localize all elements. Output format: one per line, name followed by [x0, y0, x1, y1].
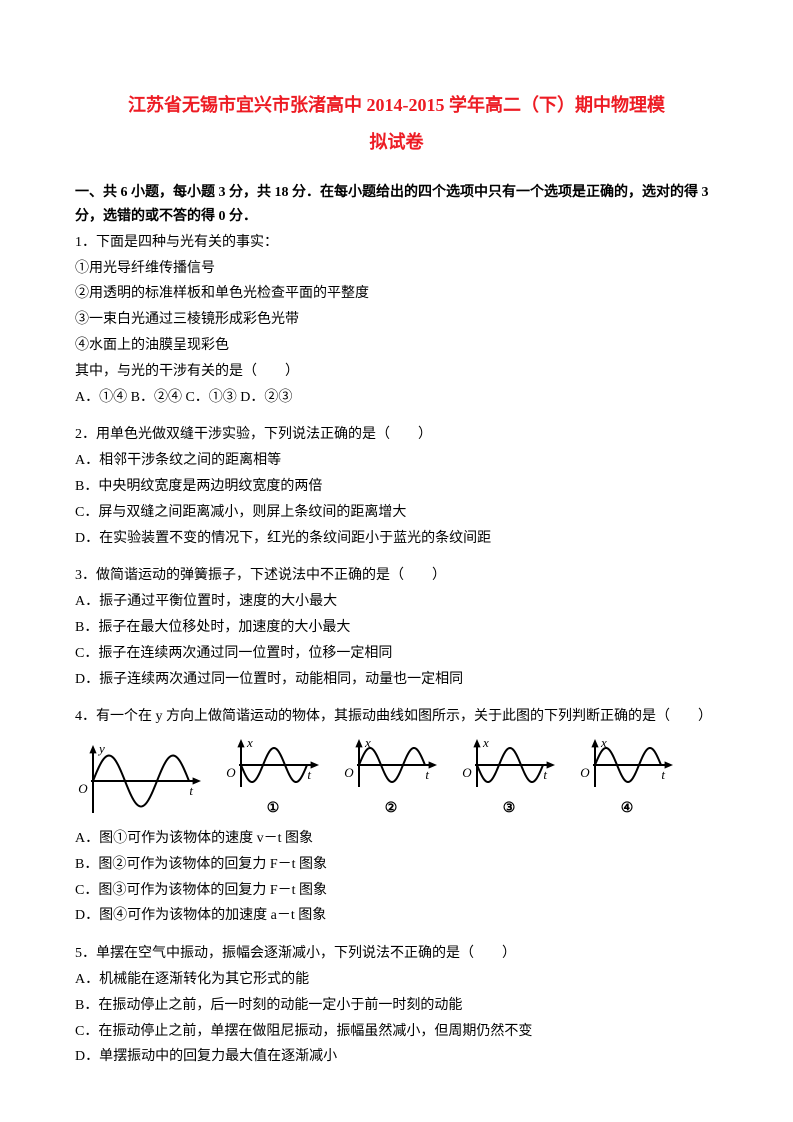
- q5-opt-d: D．单摆振动中的回复力最大值在逐渐减小: [75, 1045, 718, 1069]
- svg-text:t: t: [425, 767, 429, 782]
- svg-text:t: t: [661, 767, 665, 782]
- q4-label-2: ②: [385, 797, 398, 821]
- wave-chart-2: xtO: [341, 735, 441, 795]
- svg-text:y: y: [97, 741, 105, 756]
- q4-diagram-4: xtO ④: [577, 735, 677, 821]
- q1-ask: 其中，与光的干涉有关的是（ ）: [75, 360, 718, 384]
- wave-chart-4: xtO: [577, 735, 677, 795]
- title-line2: 拟试卷: [75, 127, 718, 158]
- svg-text:O: O: [78, 781, 88, 796]
- svg-text:x: x: [482, 735, 489, 750]
- q4-diagram-main: y t O: [75, 741, 205, 821]
- wave-chart-main: y t O: [75, 741, 205, 821]
- svg-text:t: t: [543, 767, 547, 782]
- q1-line3: ③一束白光通过三棱镜形成彩色光带: [75, 308, 718, 332]
- q3-opt-b: B．振子在最大位移处时，加速度的大小最大: [75, 616, 718, 640]
- q4-label-1: ①: [267, 797, 280, 821]
- section-1-heading: 一、共 6 小题，每小题 3 分，共 18 分．在每小题给出的四个选项中只有一个…: [75, 181, 718, 229]
- svg-text:O: O: [226, 765, 236, 780]
- q1-options: A．①④ B．②④ C．①③ D．②③: [75, 386, 718, 410]
- q4-opt-a: A．图①可作为该物体的速度 v－t 图象: [75, 827, 718, 851]
- svg-text:t: t: [307, 767, 311, 782]
- svg-text:t: t: [189, 783, 193, 798]
- q4-label-3: ③: [503, 797, 516, 821]
- q3-opt-d: D．振子连续两次通过同一位置时，动能相同，动量也一定相同: [75, 668, 718, 692]
- q4-label-4: ④: [621, 797, 634, 821]
- svg-text:O: O: [580, 765, 590, 780]
- q4-diagram-2: xtO ②: [341, 735, 441, 821]
- question-5: 5．单摆在空气中振动，振幅会逐渐减小，下列说法不正确的是（ ） A．机械能在逐渐…: [75, 942, 718, 1069]
- q1-line4: ④水面上的油膜呈现彩色: [75, 334, 718, 358]
- q4-diagram-3: x t O ③: [459, 735, 559, 821]
- title-line1: 江苏省无锡市宜兴市张渚高中 2014-2015 学年高二（下）期中物理模: [75, 90, 718, 121]
- q4-opt-d: D．图④可作为该物体的加速度 a－t 图象: [75, 904, 718, 928]
- svg-text:x: x: [246, 735, 253, 750]
- q1-stem: 1．下面是四种与光有关的事实：: [75, 231, 718, 255]
- q4-diagram-1: x t O ①: [223, 735, 323, 821]
- q4-stem: 4．有一个在 y 方向上做简谐运动的物体，其振动曲线如图所示，关于此图的下列判断…: [75, 705, 718, 729]
- svg-text:O: O: [462, 765, 472, 780]
- svg-text:O: O: [344, 765, 354, 780]
- q5-opt-b: B．在振动停止之前，后一时刻的动能一定小于前一时刻的动能: [75, 994, 718, 1018]
- q5-opt-c: C．在振动停止之前，单摆在做阻尼振动，振幅虽然减小，但周期仍然不变: [75, 1020, 718, 1044]
- q3-opt-c: C．振子在连续两次通过同一位置时，位移一定相同: [75, 642, 718, 666]
- q2-opt-d: D．在实验装置不变的情况下，红光的条纹间距小于蓝光的条纹间距: [75, 527, 718, 551]
- q4-opt-b: B．图②可作为该物体的回复力 F－t 图象: [75, 853, 718, 877]
- q1-line2: ②用透明的标准样板和单色光检查平面的平整度: [75, 282, 718, 306]
- q2-stem: 2．用单色光做双缝干涉实验，下列说法正确的是（ ）: [75, 423, 718, 447]
- q2-opt-c: C．屏与双缝之间距离减小，则屏上条纹间的距离增大: [75, 501, 718, 525]
- q2-opt-a: A．相邻干涉条纹之间的距离相等: [75, 449, 718, 473]
- q2-opt-b: B．中央明纹宽度是两边明纹宽度的两倍: [75, 475, 718, 499]
- question-3: 3．做简谐运动的弹簧振子，下述说法中不正确的是（ ） A．振子通过平衡位置时，速…: [75, 564, 718, 691]
- q4-opt-c: C．图③可作为该物体的回复力 F－t 图象: [75, 879, 718, 903]
- q1-line1: ①用光导纤维传播信号: [75, 257, 718, 281]
- question-1: 1．下面是四种与光有关的事实： ①用光导纤维传播信号 ②用透明的标准样板和单色光…: [75, 231, 718, 410]
- question-2: 2．用单色光做双缝干涉实验，下列说法正确的是（ ） A．相邻干涉条纹之间的距离相…: [75, 423, 718, 550]
- q5-opt-a: A．机械能在逐渐转化为其它形式的能: [75, 968, 718, 992]
- q3-opt-a: A．振子通过平衡位置时，速度的大小最大: [75, 590, 718, 614]
- q5-stem: 5．单摆在空气中振动，振幅会逐渐减小，下列说法不正确的是（ ）: [75, 942, 718, 966]
- wave-chart-1: x t O: [223, 735, 323, 795]
- q3-stem: 3．做简谐运动的弹簧振子，下述说法中不正确的是（ ）: [75, 564, 718, 588]
- q4-diagrams: y t O x t O ① x t O ② x t O ③ x t O ④: [75, 735, 718, 821]
- wave-chart-3: x t O: [459, 735, 559, 795]
- question-4: 4．有一个在 y 方向上做简谐运动的物体，其振动曲线如图所示，关于此图的下列判断…: [75, 705, 718, 928]
